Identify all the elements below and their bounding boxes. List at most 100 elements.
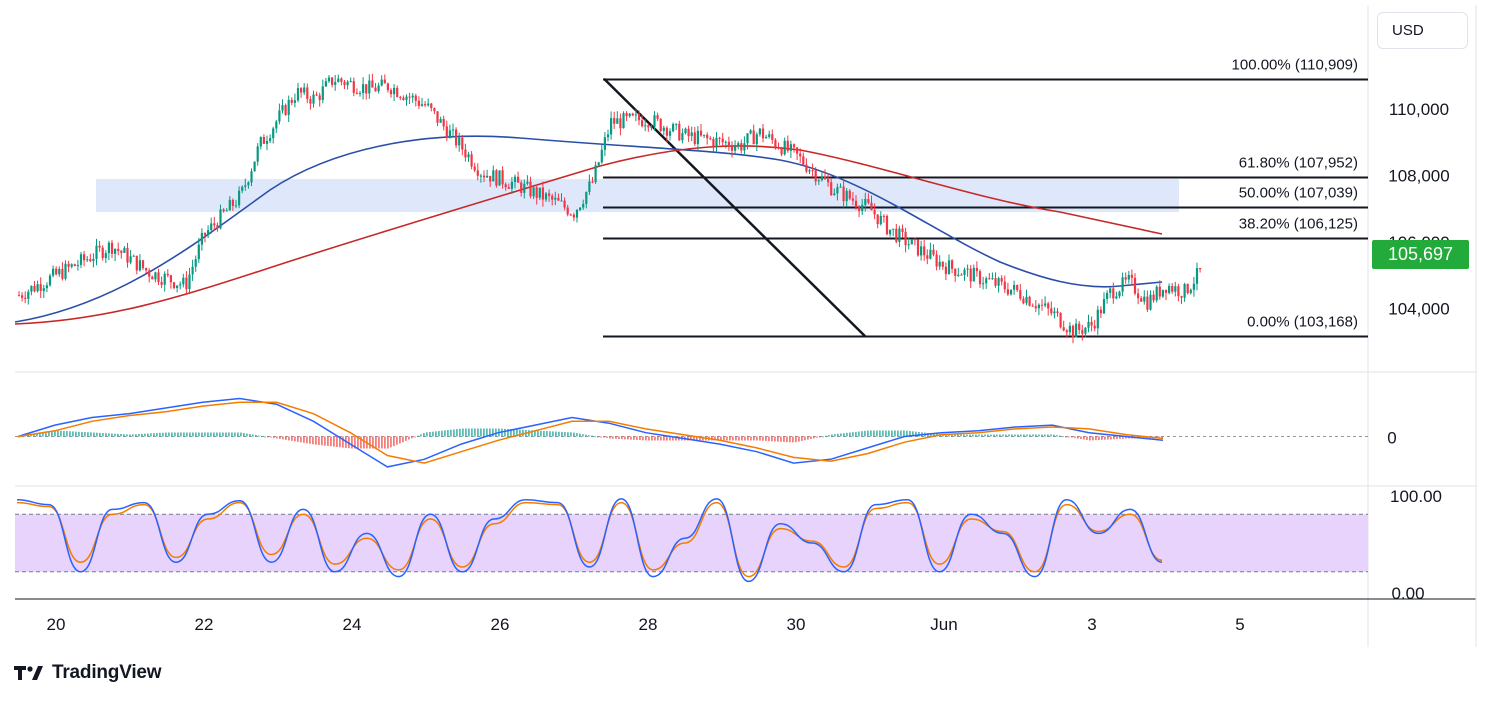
- macd-histogram-bar: [870, 430, 872, 437]
- candle-body: [811, 170, 814, 172]
- candle-body: [690, 132, 693, 137]
- macd-histogram-bar: [504, 428, 506, 437]
- macd-histogram-bar: [309, 436, 311, 444]
- candle-body: [1025, 296, 1028, 304]
- tradingview-logo[interactable]: TradingView: [14, 662, 162, 684]
- macd-histogram-bar: [552, 431, 554, 437]
- candle-body: [569, 214, 572, 216]
- candle-body: [591, 181, 594, 183]
- stochastic-k-line: [16, 498, 1163, 583]
- macd-histogram-bar: [864, 430, 866, 437]
- candle: [582, 199, 585, 210]
- candle: [703, 134, 706, 139]
- candle-body: [203, 232, 207, 236]
- candle: [1152, 290, 1155, 303]
- candle: [916, 239, 920, 257]
- candle: [1109, 287, 1112, 299]
- macd-histogram-bar: [918, 431, 920, 437]
- candle: [1115, 291, 1118, 300]
- candle: [83, 250, 86, 267]
- macd-histogram-bar: [765, 436, 767, 441]
- candle: [656, 112, 659, 122]
- macd-histogram-bar: [90, 432, 92, 437]
- macd-histogram-bar: [363, 436, 365, 449]
- candle-body: [637, 114, 641, 121]
- macd-histogram-bar: [462, 428, 464, 437]
- macd-histogram-bar: [168, 432, 170, 437]
- macd-histogram-bar: [756, 436, 758, 441]
- candle-body: [337, 78, 340, 83]
- macd-histogram-bar: [414, 436, 416, 438]
- candle: [455, 127, 458, 149]
- macd-histogram-bar: [750, 436, 752, 441]
- macd-histogram-bar: [198, 432, 200, 437]
- candle: [743, 136, 746, 156]
- macd-histogram-bar: [450, 429, 452, 437]
- candle-body: [1099, 309, 1102, 314]
- candle-body: [334, 82, 337, 85]
- macd-histogram-bar: [183, 432, 185, 437]
- candle: [126, 242, 129, 268]
- candle: [39, 277, 42, 299]
- macd-histogram-bar: [972, 434, 974, 437]
- candle: [89, 253, 92, 263]
- candle: [526, 175, 529, 186]
- candle-body: [997, 278, 1000, 286]
- candle-body: [1124, 277, 1127, 280]
- macd-histogram-bar: [888, 430, 890, 437]
- macd-histogram-bar: [573, 432, 575, 437]
- candle: [541, 181, 544, 207]
- candle-body: [938, 261, 941, 267]
- macd-histogram-bar: [825, 435, 827, 437]
- currency-selector[interactable]: USD: [1377, 12, 1468, 49]
- macd-histogram-bar: [858, 431, 860, 437]
- candle: [668, 128, 672, 141]
- macd-histogram-bar: [1110, 436, 1112, 440]
- macd-histogram-bar: [255, 434, 257, 437]
- macd-histogram-bar: [723, 436, 725, 441]
- macd-histogram-bar: [618, 436, 620, 439]
- candle-body: [262, 137, 265, 144]
- candle: [120, 249, 123, 259]
- candle-body: [920, 246, 923, 256]
- macd-histogram-bar: [933, 433, 935, 437]
- candle: [659, 118, 662, 133]
- candle: [182, 273, 185, 288]
- candle-body: [672, 124, 675, 132]
- candle-body: [1013, 285, 1016, 290]
- macd-histogram-bar: [606, 436, 608, 439]
- candle-body: [554, 197, 557, 200]
- macd-histogram-bar: [1020, 434, 1022, 437]
- candle-body: [885, 216, 889, 235]
- candle-body: [1068, 325, 1071, 333]
- macd-histogram-bar: [861, 431, 863, 437]
- candle-body: [898, 228, 901, 242]
- candle-body: [517, 176, 520, 183]
- candle-body: [1140, 298, 1143, 302]
- macd-histogram-bar: [153, 433, 155, 437]
- candle: [814, 167, 817, 186]
- candle: [1096, 305, 1099, 335]
- candlestick-series: [17, 73, 1202, 344]
- macd-histogram-bar: [570, 432, 572, 437]
- macd-histogram-bar: [975, 434, 977, 437]
- candle-body: [951, 260, 954, 269]
- candle-body: [712, 138, 715, 147]
- candle: [653, 111, 656, 131]
- candle-body: [1143, 296, 1146, 302]
- candle-body: [185, 277, 188, 290]
- macd-histogram-bar: [876, 430, 878, 437]
- macd-histogram-bar: [603, 436, 605, 438]
- candle-body: [358, 93, 362, 95]
- candle-body: [1186, 283, 1189, 294]
- candle-body: [1019, 290, 1022, 299]
- candle-body: [792, 144, 796, 148]
- candle: [1084, 326, 1087, 338]
- macd-histogram-bar: [1059, 435, 1061, 437]
- candle: [954, 268, 957, 282]
- candle-body: [823, 176, 827, 180]
- candle: [517, 171, 520, 183]
- candle: [269, 134, 272, 144]
- current-price-value: 105,697: [1387, 244, 1454, 264]
